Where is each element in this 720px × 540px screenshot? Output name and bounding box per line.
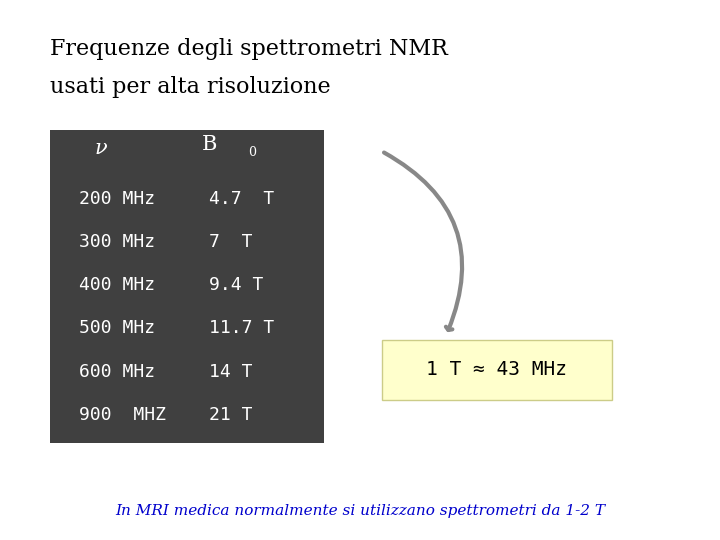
- Text: 500 MHz: 500 MHz: [79, 319, 156, 338]
- Text: 300 MHz: 300 MHz: [79, 233, 156, 251]
- Text: usati per alta risoluzione: usati per alta risoluzione: [50, 76, 331, 98]
- FancyBboxPatch shape: [50, 130, 324, 443]
- Text: 1 T ≈ 43 MHz: 1 T ≈ 43 MHz: [426, 360, 567, 380]
- Text: B: B: [202, 135, 217, 154]
- FancyBboxPatch shape: [382, 340, 612, 400]
- Text: 200 MHz: 200 MHz: [79, 190, 156, 208]
- Text: 14 T: 14 T: [209, 362, 252, 381]
- Text: Frequenze degli spettrometri NMR: Frequenze degli spettrometri NMR: [50, 38, 449, 60]
- Text: 4.7  T: 4.7 T: [209, 190, 274, 208]
- Text: 9.4 T: 9.4 T: [209, 276, 264, 294]
- Text: ν: ν: [94, 139, 107, 158]
- Text: 900  MHZ: 900 MHZ: [79, 406, 166, 424]
- Text: 21 T: 21 T: [209, 406, 252, 424]
- Text: 400 MHz: 400 MHz: [79, 276, 156, 294]
- Text: In MRI medica normalmente si utilizzano spettrometri da 1-2 T: In MRI medica normalmente si utilizzano …: [115, 504, 605, 518]
- Text: 7  T: 7 T: [209, 233, 252, 251]
- Text: 600 MHz: 600 MHz: [79, 362, 156, 381]
- Text: 0: 0: [248, 146, 256, 159]
- Text: 11.7 T: 11.7 T: [209, 319, 274, 338]
